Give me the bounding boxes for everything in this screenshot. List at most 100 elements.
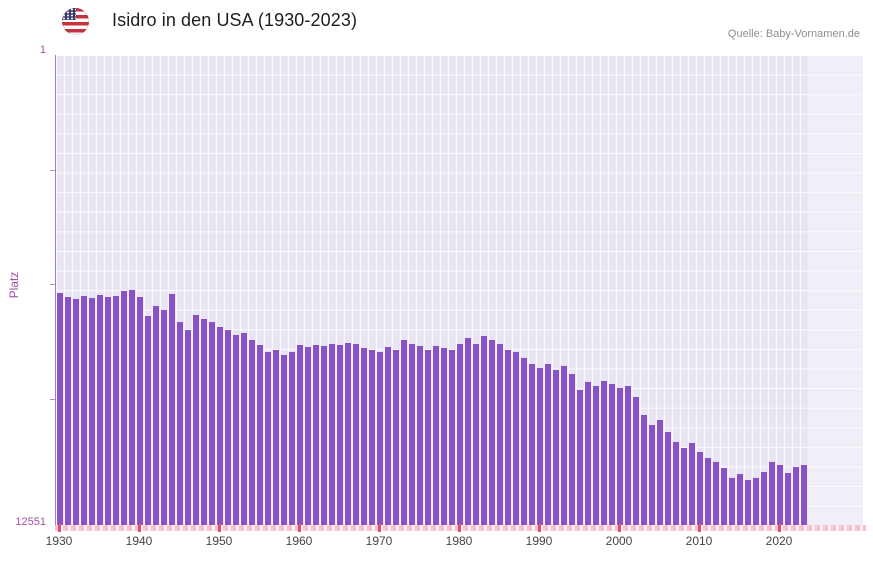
- bar-slot: [592, 55, 600, 525]
- bar-1985[interactable]: [496, 344, 504, 525]
- bar-2008[interactable]: [680, 447, 688, 525]
- bar-1982[interactable]: [472, 344, 480, 525]
- bar-2007[interactable]: [672, 442, 680, 525]
- bar-1947[interactable]: [192, 315, 200, 525]
- bar-1959[interactable]: [288, 352, 296, 525]
- bar-2003[interactable]: [640, 415, 648, 525]
- bar-1946[interactable]: [184, 330, 192, 525]
- bar-1995[interactable]: [576, 390, 584, 525]
- bar-1980[interactable]: [456, 344, 464, 525]
- bar-1930[interactable]: [56, 293, 64, 525]
- bar-1949[interactable]: [208, 322, 216, 525]
- bar-1968[interactable]: [360, 348, 368, 525]
- bar-1961[interactable]: [304, 347, 312, 525]
- bar-1984[interactable]: [488, 340, 496, 525]
- bar-1999[interactable]: [608, 384, 616, 525]
- bar-1934[interactable]: [88, 297, 96, 525]
- bar-1939[interactable]: [128, 289, 136, 525]
- bar-slot: [208, 55, 216, 525]
- bar-2015[interactable]: [736, 474, 744, 525]
- bar-slot: [792, 55, 800, 525]
- bar-1944[interactable]: [168, 293, 176, 525]
- bar-1978[interactable]: [440, 348, 448, 525]
- bar-2023[interactable]: [800, 464, 808, 525]
- bar-2005[interactable]: [656, 419, 664, 525]
- bar-1965[interactable]: [336, 345, 344, 525]
- bar-1963[interactable]: [320, 346, 328, 525]
- bar-2010[interactable]: [696, 452, 704, 525]
- bar-1969[interactable]: [368, 350, 376, 525]
- bar-2021[interactable]: [784, 473, 792, 525]
- bar-1983[interactable]: [480, 336, 488, 525]
- bar-2012[interactable]: [712, 461, 720, 525]
- bar-1962[interactable]: [312, 345, 320, 525]
- bar-1964[interactable]: [328, 344, 336, 525]
- bar-1948[interactable]: [200, 318, 208, 525]
- bar-slot: [64, 55, 72, 525]
- bar-1950[interactable]: [216, 327, 224, 525]
- bar-2009[interactable]: [688, 443, 696, 525]
- bar-slot: [776, 55, 784, 525]
- bar-1997[interactable]: [592, 386, 600, 525]
- bar-1957[interactable]: [272, 350, 280, 525]
- bar-2019[interactable]: [768, 461, 776, 525]
- bar-1973[interactable]: [400, 340, 408, 525]
- bar-1991[interactable]: [544, 363, 552, 525]
- bar-1953[interactable]: [240, 333, 248, 525]
- bar-1951[interactable]: [224, 330, 232, 525]
- bar-1933[interactable]: [80, 295, 88, 525]
- bar-1975[interactable]: [416, 346, 424, 525]
- bar-2018[interactable]: [760, 471, 768, 525]
- bar-1979[interactable]: [448, 350, 456, 525]
- bar-1956[interactable]: [264, 352, 272, 525]
- bar-slot: [304, 55, 312, 525]
- bar-1994[interactable]: [568, 374, 576, 525]
- bar-1988[interactable]: [520, 358, 528, 525]
- bar-1989[interactable]: [528, 363, 536, 525]
- bar-2022[interactable]: [792, 466, 800, 525]
- bar-1938[interactable]: [120, 290, 128, 525]
- bar-1966[interactable]: [344, 343, 352, 525]
- bar-1992[interactable]: [552, 370, 560, 525]
- bar-1996[interactable]: [584, 382, 592, 525]
- bar-1974[interactable]: [408, 344, 416, 525]
- bar-1987[interactable]: [512, 352, 520, 525]
- bar-1931[interactable]: [64, 297, 72, 525]
- bar-1936[interactable]: [104, 297, 112, 525]
- bar-1972[interactable]: [392, 350, 400, 525]
- bar-1960[interactable]: [296, 345, 304, 525]
- bar-1993[interactable]: [560, 366, 568, 525]
- bar-1945[interactable]: [176, 322, 184, 525]
- bar-1941[interactable]: [144, 316, 152, 525]
- bar-2016[interactable]: [744, 479, 752, 525]
- bar-1954[interactable]: [248, 340, 256, 525]
- bar-1958[interactable]: [280, 354, 288, 525]
- bar-2000[interactable]: [616, 388, 624, 525]
- bar-1942[interactable]: [152, 306, 160, 525]
- bar-2002[interactable]: [632, 397, 640, 525]
- bar-1937[interactable]: [112, 295, 120, 525]
- bar-2006[interactable]: [664, 432, 672, 525]
- bar-1967[interactable]: [352, 344, 360, 525]
- bar-2011[interactable]: [704, 458, 712, 525]
- bar-2014[interactable]: [728, 478, 736, 525]
- bar-2020[interactable]: [776, 464, 784, 525]
- bar-1935[interactable]: [96, 295, 104, 525]
- bar-1970[interactable]: [376, 352, 384, 525]
- bar-1986[interactable]: [504, 350, 512, 525]
- bar-2004[interactable]: [648, 425, 656, 525]
- bar-1940[interactable]: [136, 297, 144, 525]
- bar-2001[interactable]: [624, 386, 632, 525]
- bar-1998[interactable]: [600, 380, 608, 525]
- bar-2013[interactable]: [720, 468, 728, 525]
- bar-1976[interactable]: [424, 350, 432, 525]
- bar-1952[interactable]: [232, 335, 240, 525]
- bar-1990[interactable]: [536, 368, 544, 525]
- bar-1981[interactable]: [464, 338, 472, 525]
- bar-1971[interactable]: [384, 347, 392, 525]
- bar-1955[interactable]: [256, 345, 264, 525]
- bar-1977[interactable]: [432, 346, 440, 525]
- bar-2017[interactable]: [752, 478, 760, 525]
- bar-1943[interactable]: [160, 309, 168, 525]
- bar-1932[interactable]: [72, 298, 80, 525]
